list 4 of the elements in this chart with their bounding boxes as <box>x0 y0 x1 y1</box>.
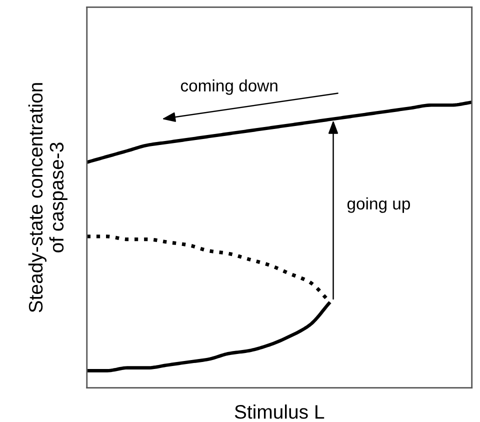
x-axis-title: Stimulus L <box>234 404 324 419</box>
annotation: going up <box>347 197 410 213</box>
text: coming down <box>180 79 278 95</box>
y-axis-title: Steady-state concentration of caspase-3 <box>28 83 68 312</box>
